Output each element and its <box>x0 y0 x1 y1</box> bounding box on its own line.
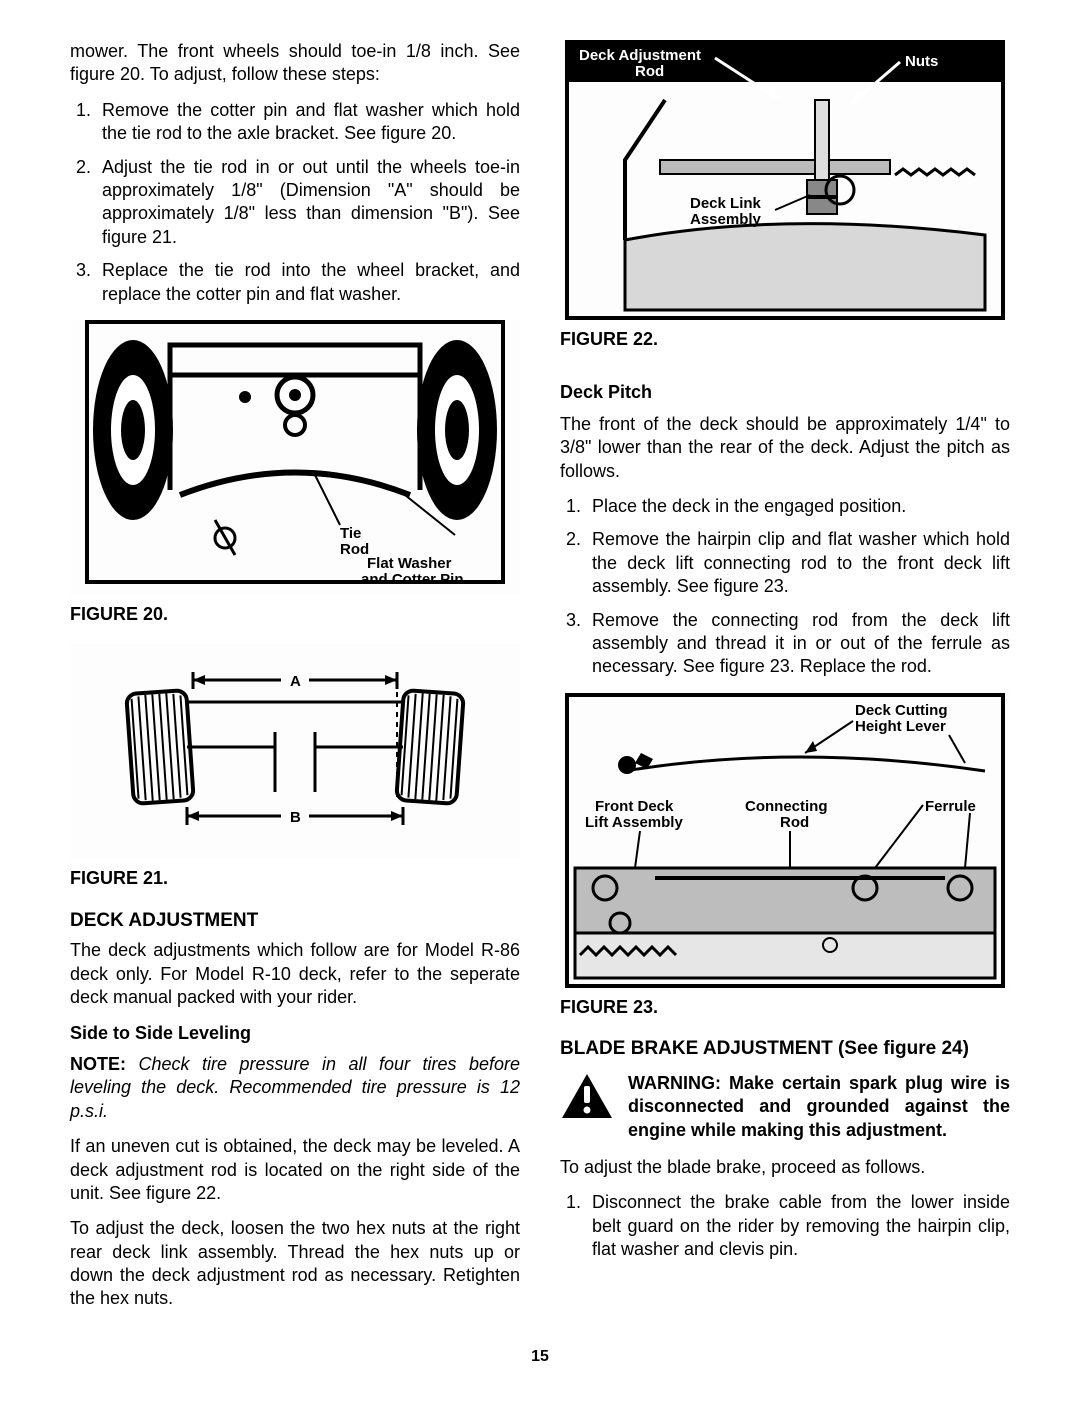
svg-text:Lift Assembly: Lift Assembly <box>585 814 683 831</box>
leveling-p1: If an uneven cut is obtained, the deck m… <box>70 1135 520 1205</box>
svg-text:Flat Washer: Flat Washer <box>367 555 452 572</box>
page-columns: mower. The front wheels should toe-in 1/… <box>70 40 1010 1323</box>
blade-brake-heading: BLADE BRAKE ADJUSTMENT (See figure 24) <box>560 1037 1010 1062</box>
pitch-step-1: Place the deck in the engaged position. <box>586 495 1010 518</box>
note-label: NOTE: <box>70 1054 126 1074</box>
blade-step-1: Disconnect the brake cable from the lowe… <box>586 1191 1010 1261</box>
step-1: Remove the cotter pin and flat washer wh… <box>96 99 520 146</box>
svg-text:A: A <box>290 673 301 690</box>
figure-23-caption: FIGURE 23. <box>560 996 1010 1019</box>
figure-20-caption: FIGURE 20. <box>70 603 520 626</box>
svg-text:Height Lever: Height Lever <box>855 718 946 735</box>
figure-22-image: Deck Adjustment Rod Nuts <box>560 40 1010 320</box>
note-paragraph: NOTE: Check tire pressure in all four ti… <box>70 1053 520 1123</box>
pitch-steps: Place the deck in the engaged position. … <box>560 495 1010 679</box>
svg-text:Rod: Rod <box>635 63 664 80</box>
right-column: Deck Adjustment Rod Nuts <box>560 40 1010 1323</box>
note-text: Check tire pressure in all four tires be… <box>70 1054 520 1121</box>
pitch-step-2: Remove the hairpin clip and flat washer … <box>586 528 1010 598</box>
leveling-p2: To adjust the deck, loosen the two hex n… <box>70 1217 520 1311</box>
svg-text:Deck Cutting: Deck Cutting <box>855 702 948 719</box>
figure-20-image: Tie Rod Flat Washer and Cotter Pin <box>70 320 520 595</box>
deck-pitch-text: The front of the deck should be approxim… <box>560 413 1010 483</box>
figure-23-image: Deck Cutting Height Lever Front Deck Lif… <box>560 693 1010 988</box>
svg-text:Deck Link: Deck Link <box>690 195 762 212</box>
deck-pitch-heading: Deck Pitch <box>560 381 1010 404</box>
deck-adjustment-heading: DECK ADJUSTMENT <box>70 909 520 934</box>
svg-text:Nuts: Nuts <box>905 53 938 70</box>
svg-text:Ferrule: Ferrule <box>925 798 976 815</box>
figure-22-caption: FIGURE 22. <box>560 328 1010 351</box>
warning-block: WARNING: Make certain spark plug wire is… <box>560 1072 1010 1142</box>
figure-21-image: A B <box>70 644 520 859</box>
warning-triangle-icon <box>560 1072 614 1126</box>
blade-steps: Disconnect the brake cable from the lowe… <box>560 1191 1010 1261</box>
step-2: Adjust the tie rod in or out until the w… <box>96 156 520 250</box>
svg-text:Deck Adjustment: Deck Adjustment <box>579 47 701 64</box>
left-column: mower. The front wheels should toe-in 1/… <box>70 40 520 1323</box>
side-leveling-heading: Side to Side Leveling <box>70 1022 520 1045</box>
svg-text:and Cotter Pin: and Cotter Pin <box>361 571 464 588</box>
svg-text:Rod: Rod <box>340 541 369 558</box>
warning-text: WARNING: Make certain spark plug wire is… <box>628 1072 1010 1142</box>
svg-text:Tie: Tie <box>340 525 361 542</box>
svg-text:Connecting: Connecting <box>745 798 828 815</box>
toe-in-steps: Remove the cotter pin and flat washer wh… <box>70 99 520 306</box>
deck-adjustment-text: The deck adjustments which follow are fo… <box>70 939 520 1009</box>
blade-intro: To adjust the blade brake, proceed as fo… <box>560 1156 1010 1179</box>
svg-text:Front Deck: Front Deck <box>595 798 674 815</box>
svg-text:B: B <box>290 809 301 826</box>
intro-paragraph: mower. The front wheels should toe-in 1/… <box>70 40 520 87</box>
figure-21-caption: FIGURE 21. <box>70 867 520 890</box>
svg-text:Rod: Rod <box>780 814 809 831</box>
pitch-step-3: Remove the connecting rod from the deck … <box>586 609 1010 679</box>
step-3: Replace the tie rod into the wheel brack… <box>96 259 520 306</box>
page-number: 15 <box>70 1347 1010 1368</box>
svg-text:Assembly: Assembly <box>690 211 762 228</box>
